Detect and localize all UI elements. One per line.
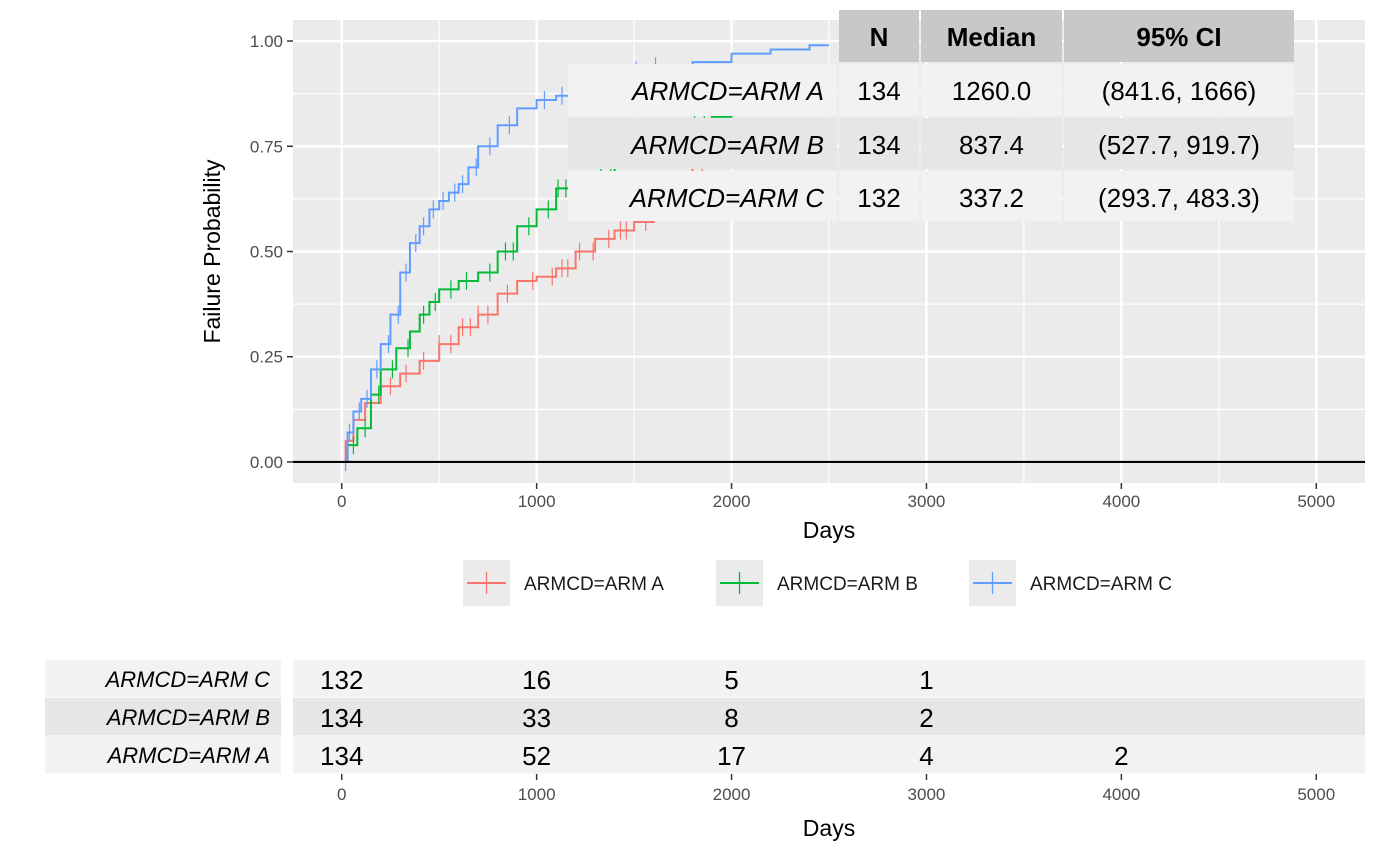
summary-value: 337.2 <box>959 183 1024 213</box>
legend-label: ARMCD=ARM C <box>1030 574 1172 595</box>
summary-cell <box>921 171 1062 221</box>
summary-cell <box>839 118 919 169</box>
risk-x-tick-label: 2000 <box>713 785 751 804</box>
risk-value-cell <box>293 698 1365 736</box>
risk-count: 134 <box>320 703 363 733</box>
risk-count: 2 <box>1114 741 1128 771</box>
risk-count: 16 <box>522 665 551 695</box>
summary-cell <box>1064 171 1294 221</box>
summary-cell <box>921 118 1062 169</box>
summary-label-cell <box>568 171 837 221</box>
risk-row-label: ARMCD=ARM B <box>105 705 270 730</box>
y-tick-label: 0.25 <box>250 348 283 367</box>
legend-item-3: ARMCD=ARM C <box>969 560 1172 606</box>
risk-row-3: ARMCD=ARM A 134 52 17 4 2 <box>45 736 1365 774</box>
x-tick-label: 1000 <box>518 492 556 511</box>
summary-header-cell <box>1064 10 1294 62</box>
risk-label-cell <box>45 736 281 774</box>
risk-count: 2 <box>919 703 933 733</box>
risk-value-cell <box>293 736 1365 774</box>
risk-x-tick-label: 0 <box>337 785 346 804</box>
risk-value-cell <box>293 660 1365 698</box>
y-axis: 0.00 0.25 0.50 0.75 1.00 <box>250 32 293 472</box>
summary-cell <box>921 64 1062 116</box>
summary-row-label: ARMCD=ARM A <box>630 76 824 106</box>
summary-header-1: N <box>870 22 889 52</box>
x-axis-title: Days <box>803 517 855 543</box>
x-tick-label: 5000 <box>1297 492 1335 511</box>
legend-item-1: ARMCD=ARM A <box>463 560 664 606</box>
risk-count: 134 <box>320 741 363 771</box>
legend: ARMCD=ARM A ARMCD=ARM B ARMCD=ARM C <box>463 560 1172 606</box>
summary-cell <box>839 64 919 116</box>
summary-value: 134 <box>857 76 900 106</box>
summary-header-2: Median <box>947 22 1037 52</box>
summary-value: 837.4 <box>959 130 1024 160</box>
summary-header-cell <box>921 10 1062 62</box>
x-tick-label: 3000 <box>908 492 946 511</box>
x-tick-label: 4000 <box>1102 492 1140 511</box>
risk-count: 132 <box>320 665 363 695</box>
risk-label-cell <box>45 660 281 698</box>
risk-x-axis-title: Days <box>803 815 855 841</box>
y-tick-label: 0.00 <box>250 453 283 472</box>
summary-cell <box>839 171 919 221</box>
y-tick-label: 0.50 <box>250 243 283 262</box>
summary-label-cell <box>568 64 837 116</box>
summary-value: (293.7, 483.3) <box>1098 183 1260 213</box>
risk-row-2: ARMCD=ARM B 134 33 8 2 <box>45 698 1365 736</box>
summary-header-3: 95% CI <box>1136 22 1221 52</box>
risk-x-tick-label: 5000 <box>1297 785 1335 804</box>
risk-row-label: ARMCD=ARM C <box>104 667 271 692</box>
risk-x-tick-label: 1000 <box>518 785 556 804</box>
risk-row-1: ARMCD=ARM C 132 16 5 1 <box>45 660 1365 698</box>
y-tick-label: 1.00 <box>250 32 283 51</box>
risk-label-cell <box>45 698 281 736</box>
risk-x-tick-label: 3000 <box>908 785 946 804</box>
legend-label: ARMCD=ARM A <box>524 574 664 595</box>
summary-value: 134 <box>857 130 900 160</box>
risk-count: 1 <box>919 665 933 695</box>
risk-row-label: ARMCD=ARM A <box>106 743 270 768</box>
x-axis: 0 1000 2000 3000 4000 5000 <box>337 483 1335 511</box>
risk-count: 8 <box>724 703 738 733</box>
risk-x-axis: 0 1000 2000 3000 4000 5000 <box>337 774 1335 804</box>
legend-label: ARMCD=ARM B <box>777 574 918 595</box>
y-tick-label: 0.75 <box>250 137 283 156</box>
x-tick-label: 2000 <box>713 492 751 511</box>
y-axis-title: Failure Probability <box>199 159 225 344</box>
summary-value: 132 <box>857 183 900 213</box>
x-tick-label: 0 <box>337 492 346 511</box>
summary-row-label: ARMCD=ARM B <box>629 130 824 160</box>
risk-count: 17 <box>717 741 746 771</box>
summary-row-label: ARMCD=ARM C <box>628 183 825 213</box>
summary-value: (841.6, 1666) <box>1102 76 1257 106</box>
legend-item-2: ARMCD=ARM B <box>716 560 918 606</box>
risk-count: 33 <box>522 703 551 733</box>
summary-value: 1260.0 <box>952 76 1032 106</box>
summary-table: N Median 95% CI ARMCD=ARM A 134 1260.0 (841.6,… <box>568 10 1294 221</box>
risk-x-tick-label: 4000 <box>1102 785 1140 804</box>
risk-count: 52 <box>522 741 551 771</box>
summary-header-cell <box>839 10 919 62</box>
summary-value: (527.7, 919.7) <box>1098 130 1260 160</box>
summary-label-cell <box>568 118 837 169</box>
risk-count: 5 <box>724 665 738 695</box>
summary-cell <box>1064 118 1294 169</box>
risk-count: 4 <box>919 741 933 771</box>
summary-cell <box>1064 64 1294 116</box>
